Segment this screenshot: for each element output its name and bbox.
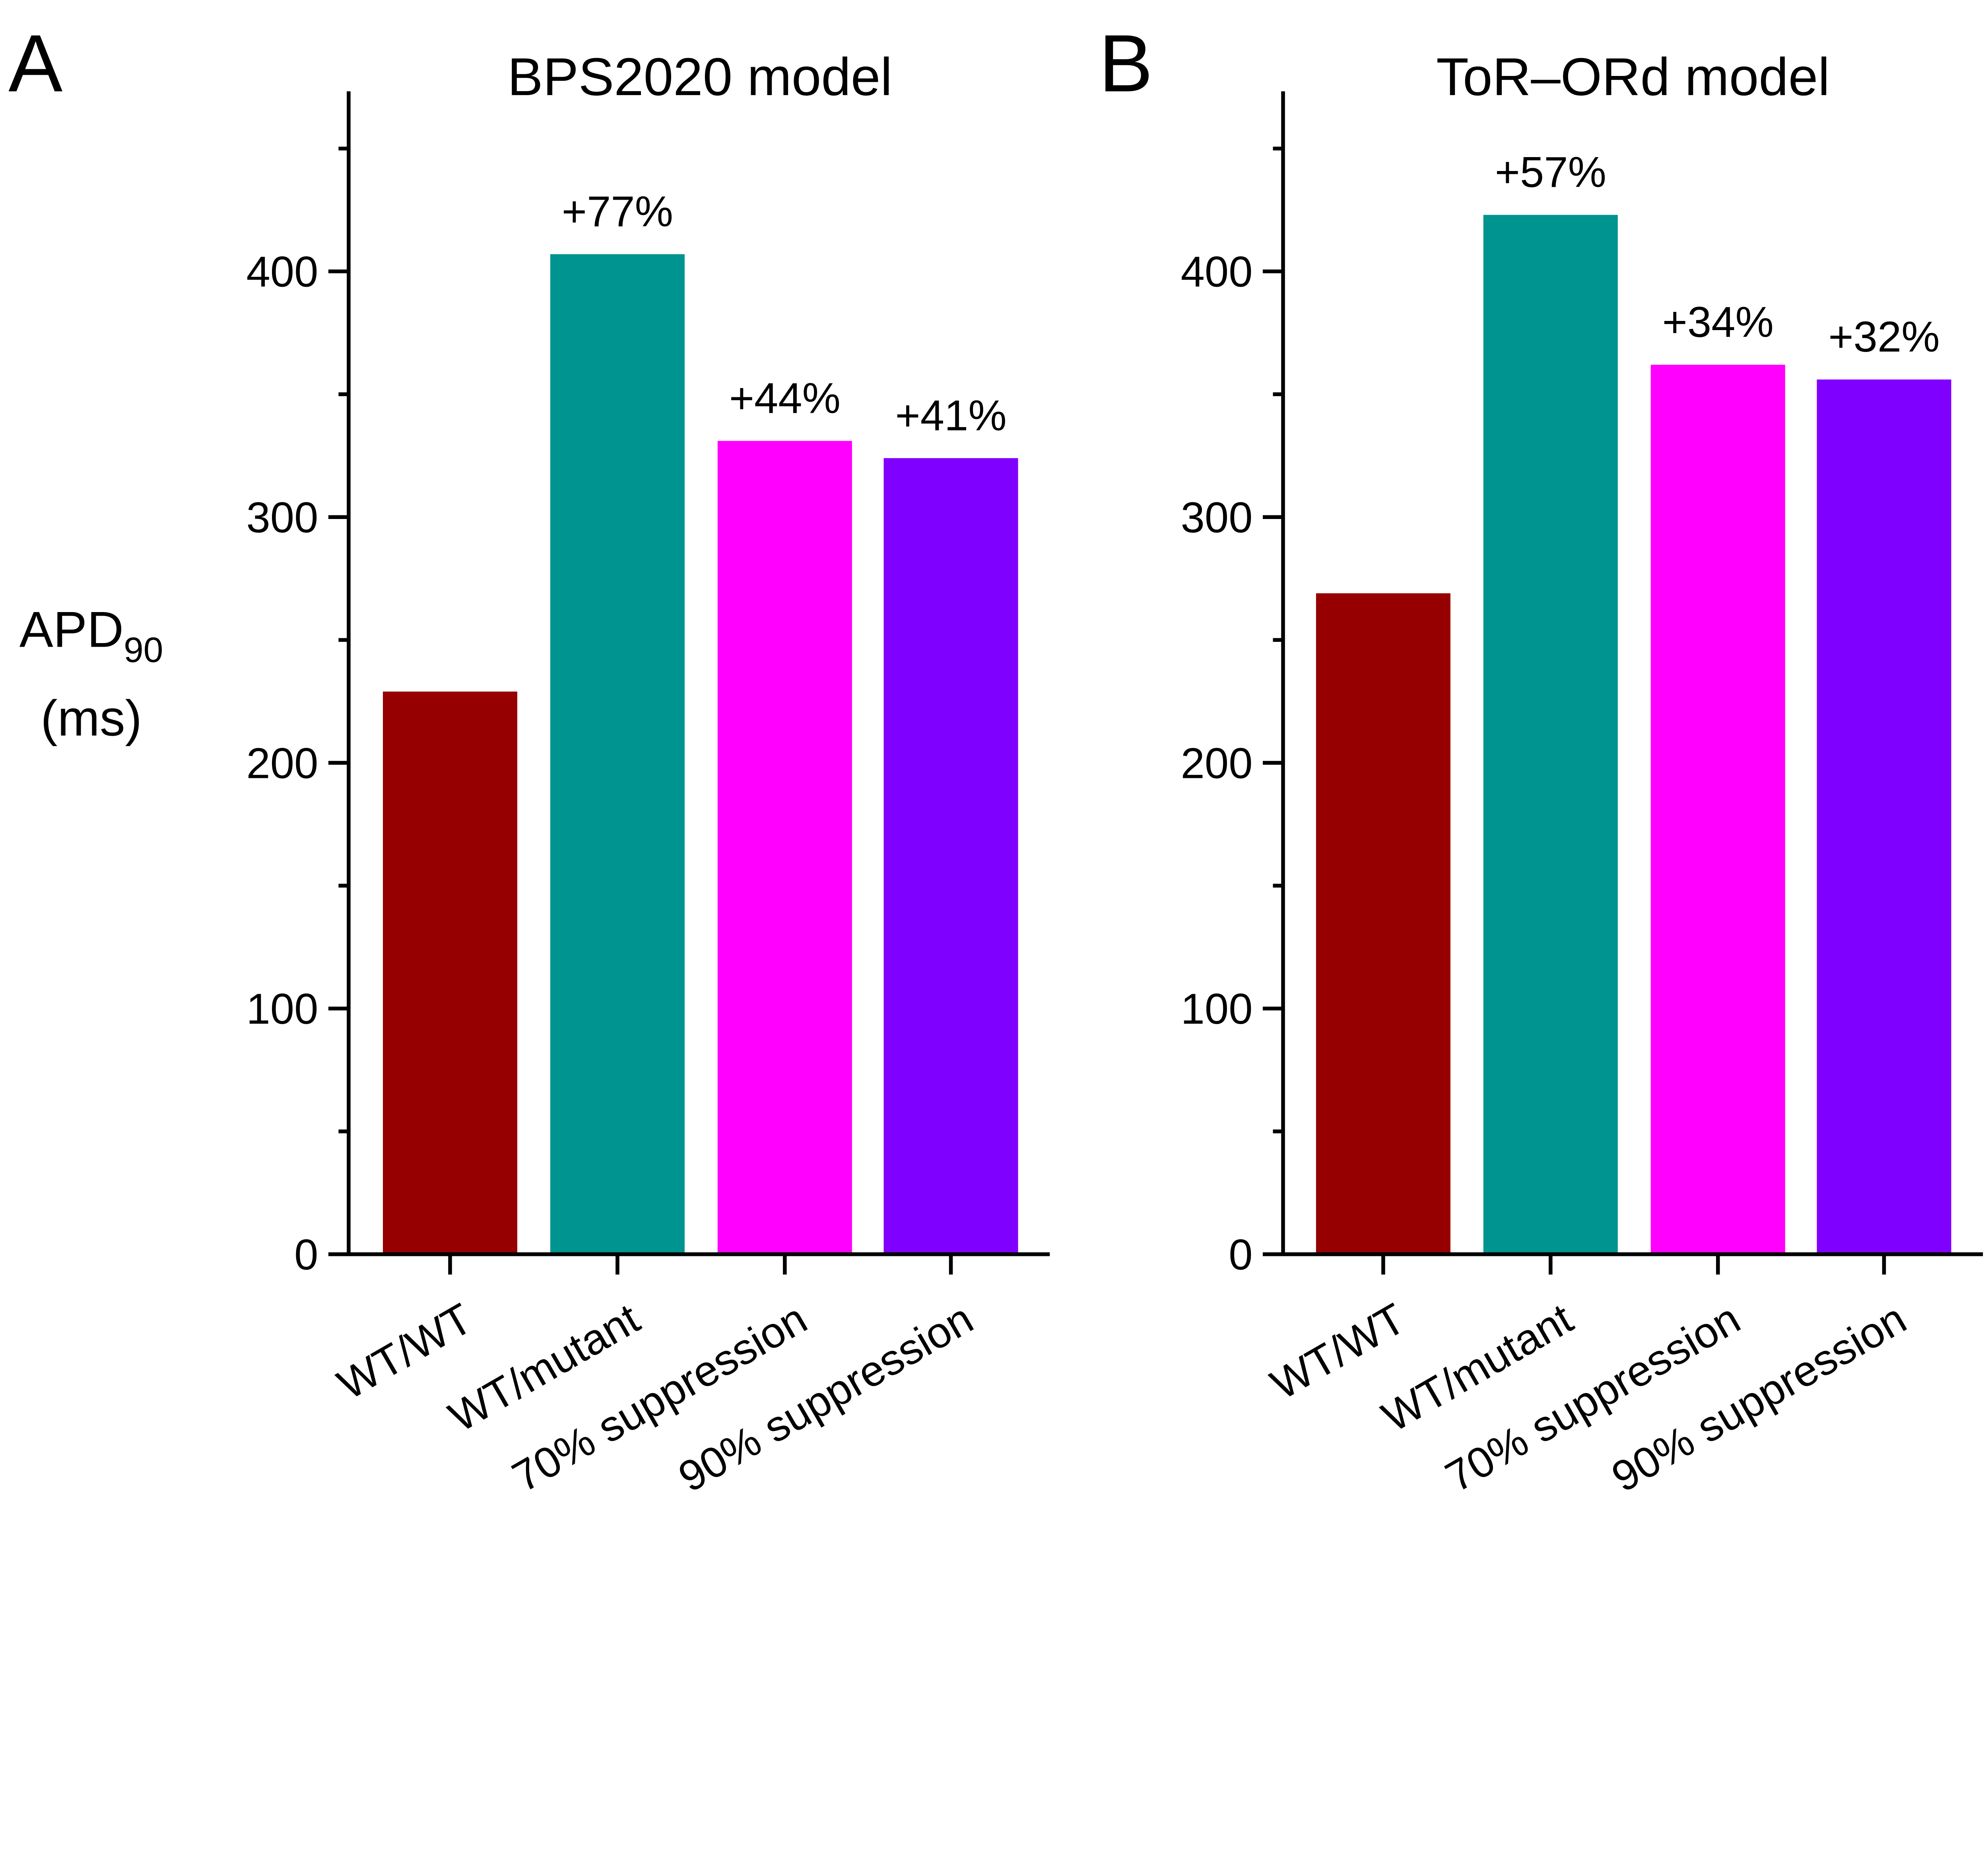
y-tick-label: 0 — [294, 1230, 318, 1279]
y-tick-label: 300 — [247, 493, 318, 541]
x-tick-label: 70% suppression — [1437, 1294, 1748, 1501]
x-tick-label: 70% suppression — [504, 1294, 815, 1501]
bar — [383, 691, 518, 1254]
bar — [717, 441, 852, 1254]
bar — [883, 458, 1018, 1254]
bar — [1316, 593, 1450, 1254]
y-tick-label: 100 — [1181, 985, 1253, 1033]
y-tick-label: 300 — [1181, 493, 1253, 541]
y-axis-label: APD90 — [19, 601, 163, 669]
y-tick-label: 200 — [1181, 739, 1253, 787]
y-tick-label: 400 — [1181, 248, 1253, 296]
bar — [550, 254, 685, 1254]
data-label: +44% — [729, 374, 841, 422]
data-label: +57% — [1495, 148, 1606, 196]
data-label: +34% — [1662, 298, 1774, 346]
chart-title: ToR–ORd model — [1436, 47, 1830, 107]
y-tick-label: 0 — [1229, 1230, 1252, 1279]
bar — [1650, 365, 1785, 1254]
y-tick-label: 400 — [247, 248, 318, 296]
data-label: +41% — [895, 391, 1006, 439]
bar — [1483, 215, 1618, 1254]
y-tick-label: 200 — [247, 739, 318, 787]
data-label: +32% — [1828, 313, 1939, 361]
bar — [1817, 379, 1951, 1254]
panel-B: B ToR–ORd modelWT/WT+57%WT/mutant+34%70% … — [1099, 18, 1983, 1501]
panels: A BPS2020 modelWT/WT+77%WT/mutant+44%70% … — [8, 18, 1983, 1501]
x-tick-label: 90% suppression — [670, 1294, 981, 1501]
figure: APD90 (ms) A BPS2020 modelWT/WT+77%WT/mut… — [8, 18, 1983, 1501]
data-label: +77% — [562, 187, 673, 235]
panel-label: A — [8, 18, 62, 109]
chart-title: BPS2020 model — [507, 47, 892, 107]
x-tick-label: 90% suppression — [1604, 1294, 1914, 1501]
y-tick-label: 100 — [247, 985, 318, 1033]
panel-label: B — [1099, 18, 1153, 109]
y-axis-unit: (ms) — [41, 690, 142, 746]
y-axis-label-main: APD — [19, 601, 124, 658]
y-axis-label-subscript: 90 — [124, 630, 163, 670]
panel-A: A BPS2020 modelWT/WT+77%WT/mutant+44%70% … — [8, 18, 1050, 1501]
